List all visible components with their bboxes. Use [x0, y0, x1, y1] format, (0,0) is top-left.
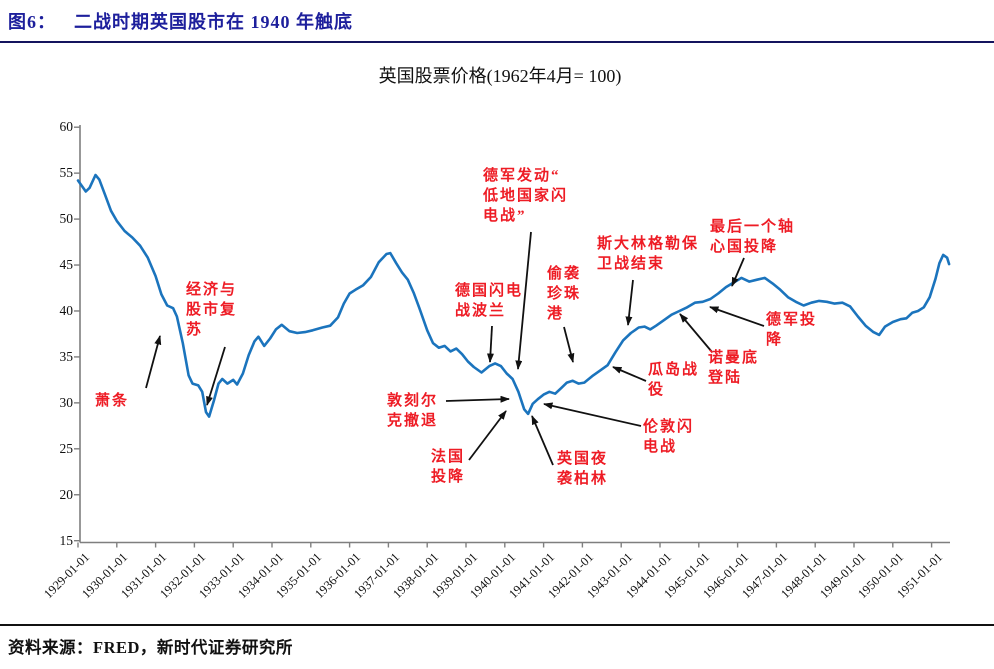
arrow-blitz-poland [486, 325, 494, 363]
annotation-pearl-harbor: 偷袭 珍珠港 [547, 266, 582, 322]
arrow-depression [145, 335, 162, 389]
arrow-france-surrender [468, 410, 507, 461]
y-axis-label: 50 [59, 211, 74, 227]
annotation-normandy-landing: 诺曼底 登陆 [708, 350, 760, 386]
arrow-pearl-harbor [563, 326, 575, 363]
annotation-low-countries-blitz: 德军发动“ 低地国家闪 电战” [483, 168, 569, 224]
annotation-berlin-night-raid: 英国夜 袭柏林 [557, 451, 609, 487]
annotation-blitz-poland: 德国闪电 战波兰 [455, 283, 524, 319]
annotation-arrows [145, 231, 765, 466]
annotation-guadalcanal: 瓜岛战役 [648, 362, 700, 398]
arrow-normandy-landing [679, 313, 713, 353]
y-axis-label: 20 [59, 486, 74, 502]
price-line-path [76, 173, 951, 418]
chart-title: 英国股票价格(1962年4月= 100) [378, 66, 622, 86]
arrow-london-blitz [543, 402, 642, 427]
y-axis-label: 40 [59, 302, 74, 318]
y-axis-label: 35 [59, 348, 74, 364]
arrow-economy-recovery [206, 346, 226, 406]
arrow-guadalcanal [612, 366, 647, 382]
annotation-last-axis-surrender: 最后一个轴 心国投降 [710, 219, 796, 255]
arrow-stalingrad-end [625, 279, 634, 326]
page-title: 图6： 二战时期英国股市在 1940 年触底 [8, 8, 988, 34]
annotation-london-blitz: 伦敦闪 电战 [643, 419, 695, 455]
arrow-german-surrender [709, 306, 765, 327]
y-axis-label: 30 [59, 394, 74, 410]
y-axis-label: 60 [59, 119, 74, 135]
source-text: 资料来源：FRED，新时代证券研究所 [8, 638, 293, 657]
annotation-dunkirk: 敦刻尔 克撤退 [387, 393, 439, 429]
title-underline [0, 41, 994, 43]
y-axis-label: 45 [59, 257, 74, 273]
annotation-depression: 萧条 [95, 393, 130, 409]
figure-title: 二战时期英国股市在 1940 年触底 [74, 12, 353, 32]
axes [74, 125, 950, 548]
figure-label: 图6： [8, 12, 56, 32]
annotation-economy-recovery: 经济与 股市复苏 [186, 282, 238, 338]
annotation-france-surrender: 法国 投降 [431, 449, 466, 485]
arrow-last-axis-surrender [731, 257, 745, 287]
y-axis-label: 15 [59, 532, 74, 548]
footer-divider [0, 624, 994, 626]
annotation-stalingrad-end: 斯大林格勒保 卫战结束 [597, 236, 700, 272]
annotation-german-surrender: 德军投降 [766, 312, 818, 348]
price-line [76, 173, 951, 418]
y-axis-label: 25 [59, 440, 74, 456]
y-axis-label: 55 [59, 165, 74, 181]
arrow-dunkirk [445, 395, 510, 403]
arrow-low-countries-blitz [515, 231, 532, 370]
arrow-berlin-night-raid [531, 415, 554, 466]
